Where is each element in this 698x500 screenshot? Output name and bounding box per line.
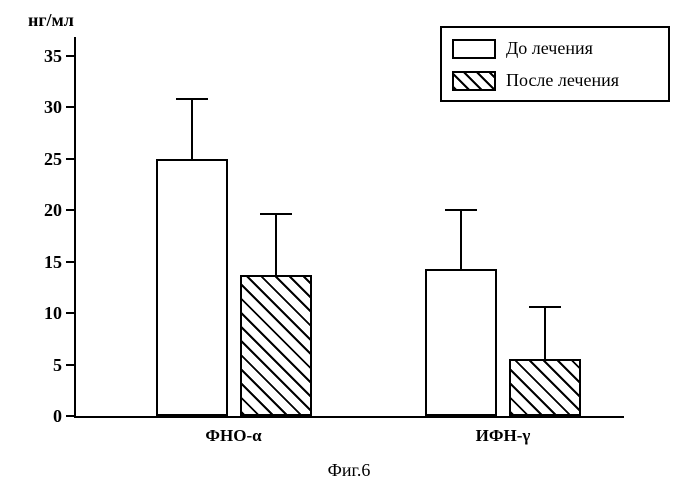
tick-mark xyxy=(66,364,74,366)
y-tick-label: 20 xyxy=(22,200,62,221)
legend-label: После лечения xyxy=(506,70,619,91)
legend-swatch xyxy=(452,71,496,91)
x-axis-label-tnf: ФНО-α xyxy=(174,426,294,446)
tick-mark xyxy=(66,106,74,108)
bar-ifn-after xyxy=(509,359,581,416)
legend-row-after: После лечения xyxy=(452,70,619,91)
y-tick-label: 35 xyxy=(22,46,62,67)
figure-caption: Фиг.6 xyxy=(0,460,698,481)
y-tick-label: 5 xyxy=(22,355,62,376)
tick-mark xyxy=(66,415,74,417)
y-tick-label: 30 xyxy=(22,97,62,118)
tick-mark xyxy=(66,158,74,160)
tick-mark xyxy=(66,261,74,263)
legend-label: До лечения xyxy=(506,38,593,59)
y-axis-line xyxy=(74,37,76,418)
y-tick-label: 25 xyxy=(22,149,62,170)
y-tick-label: 10 xyxy=(22,303,62,324)
legend: До лечения После лечения xyxy=(440,26,670,102)
bar-tnf-before xyxy=(156,159,228,416)
y-axis-label: нг/мл xyxy=(28,10,74,31)
tick-mark xyxy=(66,209,74,211)
figure: нг/мл 05101520253035 До леченияПосле леч… xyxy=(0,0,698,500)
legend-swatch xyxy=(452,39,496,59)
tick-mark xyxy=(66,312,74,314)
tick-mark xyxy=(66,55,74,57)
bar-ifn-before xyxy=(425,269,497,416)
legend-row-before: До лечения xyxy=(452,38,593,59)
y-tick-label: 0 xyxy=(22,406,62,427)
x-axis-label-ifn: ИФН-γ xyxy=(443,426,563,446)
plot-area: 05101520253035 xyxy=(74,58,624,418)
bar-tnf-after xyxy=(240,275,312,416)
y-tick-label: 15 xyxy=(22,252,62,273)
